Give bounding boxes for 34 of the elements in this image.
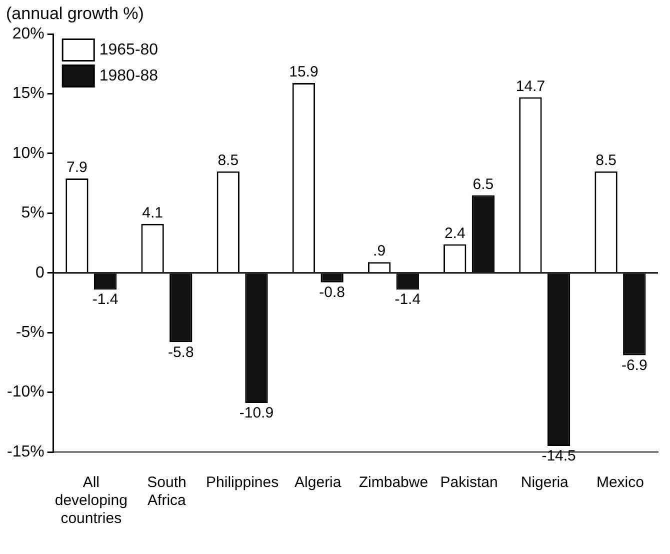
data-label: 15.9: [289, 64, 318, 81]
data-label: 14.7: [516, 78, 546, 95]
data-label: 8.5: [596, 152, 616, 169]
data-label: 2.4: [444, 224, 466, 242]
x-tick-label: All developing countries: [54, 474, 128, 528]
legend-label: 1980-88: [99, 67, 158, 84]
x-tick-label: Mexico: [596, 474, 644, 492]
data-label: -0.8: [319, 284, 345, 302]
data-label: -5.8: [168, 344, 194, 361]
y-tick-label: -15%: [6, 443, 44, 460]
data-label: 6.5: [472, 176, 494, 193]
y-tick-label: 10%: [12, 144, 44, 162]
y-tick-label: 0: [35, 264, 44, 282]
x-tick-label: Nigeria: [520, 474, 570, 492]
data-label: 7.9: [66, 159, 88, 176]
legend-label: 1965-80: [99, 41, 158, 58]
y-tick-label: 20%: [12, 25, 44, 42]
y-tick-label: -10%: [6, 384, 44, 401]
x-tick-label: Philippines: [206, 474, 279, 492]
y-tick-label: -5%: [16, 324, 44, 341]
y-tick-label: 15%: [12, 85, 44, 102]
data-label: 8.5: [218, 152, 239, 169]
y-axis-title: (annual growth %): [6, 4, 144, 24]
x-tick-label: Zimbabwe: [358, 474, 428, 492]
data-label: .9: [373, 242, 386, 260]
y-tick-label: 5%: [21, 204, 44, 222]
data-label: -10.9: [239, 404, 274, 422]
data-label: -6.9: [621, 356, 648, 374]
data-label: 4.1: [142, 204, 163, 222]
data-label: -1.4: [92, 291, 118, 308]
x-tick-label: South Africa: [147, 474, 187, 510]
x-tick-label: Algeria: [294, 474, 342, 492]
data-label: -1.4: [394, 291, 421, 308]
x-tick-label: Pakistan: [440, 474, 498, 492]
